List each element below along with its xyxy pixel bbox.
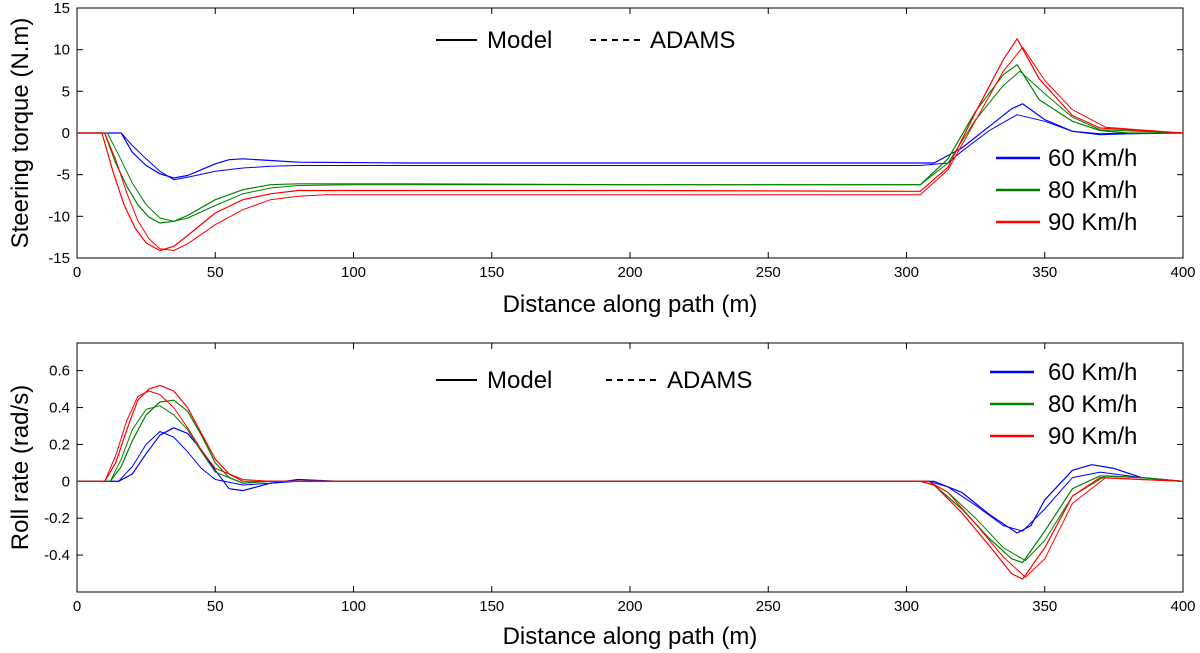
legend-model-label: Model <box>487 367 552 394</box>
x-tick-label: 0 <box>73 264 81 281</box>
y-tick-label: 15 <box>53 0 70 17</box>
y-axis-label: Roll rate (rad/s) <box>7 385 34 550</box>
y-tick-label: 0.2 <box>49 436 70 453</box>
legend-label-2: 90 Km/h <box>1048 423 1137 450</box>
series-line-80-km-h-model <box>77 64 1183 224</box>
y-tick-label: 0 <box>62 125 70 142</box>
series-line-90-km-h-model <box>77 384 1184 580</box>
x-tick-label: 250 <box>756 598 781 615</box>
x-axis-label: Distance along path (m) <box>503 291 758 318</box>
x-tick-label: 150 <box>479 264 504 281</box>
x-tick-label: 200 <box>617 598 642 615</box>
y-tick-label: 0 <box>62 473 70 490</box>
y-tick-label: -15 <box>48 250 70 267</box>
x-tick-label: 50 <box>207 598 224 615</box>
series-line-60-km-h-model <box>77 103 1184 179</box>
y-tick-label: -10 <box>48 208 70 225</box>
series-line-90-km-h-model <box>77 38 1184 252</box>
x-tick-label: 400 <box>1170 598 1195 615</box>
legend-label-1: 80 Km/h <box>1048 391 1137 418</box>
x-tick-label: 300 <box>894 264 919 281</box>
roll-rate-panel: 0 50 100 150 200 250 300 350 400 -0.4 -0.2 0 0.2 0.4 0… <box>7 342 1196 650</box>
x-tick-label: 250 <box>756 264 781 281</box>
series-line-60-km-h-adams <box>77 114 1183 181</box>
y-tick-label: 5 <box>62 83 70 100</box>
x-tick-label: 50 <box>207 264 224 281</box>
legend-label-2: 90 Km/h <box>1048 209 1137 236</box>
y-tick-label: -0.4 <box>44 547 70 564</box>
x-tick-label: 400 <box>1170 264 1195 281</box>
legend-label-1: 80 Km/h <box>1048 177 1137 204</box>
series-line-90-km-h-adams <box>77 390 1184 578</box>
y-tick-label: 10 <box>53 42 70 59</box>
y-axis-label: Steering torque (N.m) <box>7 18 34 249</box>
steering-torque-panel: 0 50 100 150 200 250 300 350 400 -15 -10 -5 0 5 10 15 Di… <box>7 0 1196 318</box>
x-tick-label: 100 <box>341 598 366 615</box>
series-line-80-km-h-adams <box>77 405 1184 562</box>
x-tick-label: 200 <box>617 264 642 281</box>
legend-label-0: 60 Km/h <box>1048 145 1137 172</box>
x-tick-label: 150 <box>479 598 504 615</box>
x-tick-label: 350 <box>1032 264 1057 281</box>
y-tick-label: 0.4 <box>49 400 70 417</box>
x-tick-label: 100 <box>341 264 366 281</box>
legend-model-label: Model <box>487 27 552 54</box>
x-tick-label: 300 <box>894 598 919 615</box>
plot-frame <box>76 7 1184 259</box>
y-tick-label: 0.6 <box>49 363 70 380</box>
x-axis-label: Distance along path (m) <box>503 623 758 650</box>
y-tick-label: -5 <box>57 167 70 184</box>
legend-adams-label: ADAMS <box>650 27 735 54</box>
series-line-60-km-h-model <box>77 427 1184 534</box>
x-tick-label: 350 <box>1032 598 1057 615</box>
legend-adams-label: ADAMS <box>667 367 752 394</box>
series-line-80-km-h-adams <box>77 70 1184 222</box>
legend-label-0: 60 Km/h <box>1048 359 1137 386</box>
y-tick-label: -0.2 <box>44 510 70 527</box>
x-tick-label: 0 <box>73 598 81 615</box>
series-line-90-km-h-adams <box>77 46 1184 251</box>
